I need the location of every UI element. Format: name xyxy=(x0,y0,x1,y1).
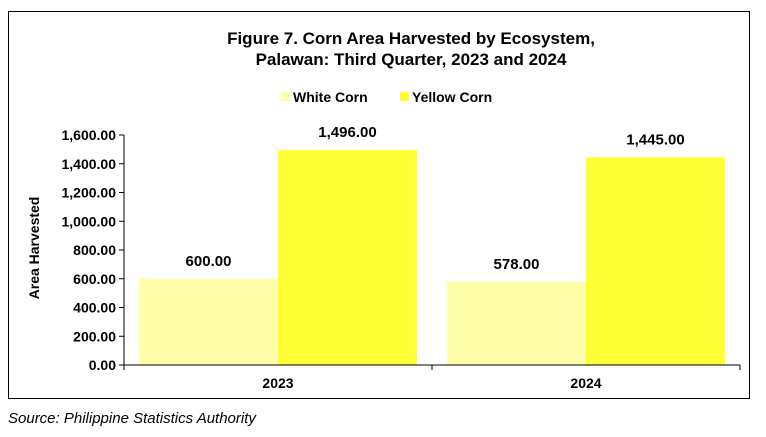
x-axis: 2023 2024 xyxy=(123,364,741,391)
legend-swatch xyxy=(400,92,409,101)
bar xyxy=(586,157,725,365)
y-tick-label: 1,400.00 xyxy=(62,156,117,172)
y-tick-label: 1,200.00 xyxy=(62,185,117,201)
bar xyxy=(447,281,586,365)
chart-title-line: Figure 7. Corn Area Harvested by Ecosyst… xyxy=(227,29,595,48)
legend: White Corn Yellow Corn xyxy=(281,89,492,105)
y-axis: 0.00 200.00 400.00 600.00 800.00 1,000.00 1,20… xyxy=(62,127,125,373)
bars: 600.00 1,496.00 578.00 1,445.00 xyxy=(139,124,725,365)
chart-title: Figure 7. Corn Area Harvested by Ecosyst… xyxy=(227,29,595,69)
y-tick-label: 200.00 xyxy=(73,328,116,344)
bar xyxy=(139,278,278,365)
y-tick-label: 800.00 xyxy=(73,242,116,258)
y-tick-label: 1,600.00 xyxy=(62,127,117,143)
y-tick-label: 600.00 xyxy=(73,271,116,287)
x-tick-label: 2024 xyxy=(570,375,601,391)
legend-swatch xyxy=(281,92,290,101)
y-tick-label: 1,000.00 xyxy=(62,213,117,229)
data-label: 600.00 xyxy=(186,253,232,270)
y-tick-label: 0.00 xyxy=(89,357,116,373)
data-label: 578.00 xyxy=(494,256,540,273)
data-label: 1,496.00 xyxy=(318,124,376,141)
y-tick-label: 400.00 xyxy=(73,300,116,316)
chart-title-line: Palawan: Third Quarter, 2023 and 2024 xyxy=(256,50,567,69)
data-label: 1,445.00 xyxy=(626,131,684,148)
source-note: Source: Philippine Statistics Authority xyxy=(8,410,256,427)
bar xyxy=(278,149,417,365)
y-axis-label: Area Harvested xyxy=(26,197,42,300)
x-tick-label: 2023 xyxy=(262,375,293,391)
legend-label: White Corn xyxy=(293,89,368,105)
legend-label: Yellow Corn xyxy=(412,89,492,105)
